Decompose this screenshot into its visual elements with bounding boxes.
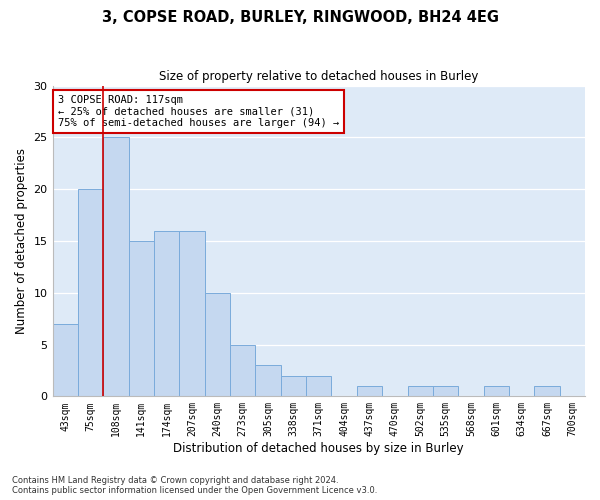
- Title: Size of property relative to detached houses in Burley: Size of property relative to detached ho…: [159, 70, 478, 83]
- Bar: [78, 189, 103, 396]
- Bar: [154, 230, 179, 396]
- Bar: [53, 324, 78, 396]
- Bar: [357, 386, 382, 396]
- Bar: [407, 386, 433, 396]
- Bar: [128, 241, 154, 396]
- Bar: [205, 292, 230, 397]
- Bar: [256, 366, 281, 396]
- Bar: [179, 230, 205, 396]
- Bar: [230, 344, 256, 397]
- Text: Contains HM Land Registry data © Crown copyright and database right 2024.
Contai: Contains HM Land Registry data © Crown c…: [12, 476, 377, 495]
- Bar: [281, 376, 306, 396]
- Text: 3, COPSE ROAD, BURLEY, RINGWOOD, BH24 4EG: 3, COPSE ROAD, BURLEY, RINGWOOD, BH24 4E…: [101, 10, 499, 25]
- Bar: [433, 386, 458, 396]
- Bar: [484, 386, 509, 396]
- Bar: [534, 386, 560, 396]
- Text: 3 COPSE ROAD: 117sqm
← 25% of detached houses are smaller (31)
75% of semi-detac: 3 COPSE ROAD: 117sqm ← 25% of detached h…: [58, 95, 339, 128]
- Bar: [306, 376, 331, 396]
- X-axis label: Distribution of detached houses by size in Burley: Distribution of detached houses by size …: [173, 442, 464, 455]
- Y-axis label: Number of detached properties: Number of detached properties: [15, 148, 28, 334]
- Bar: [103, 138, 128, 396]
